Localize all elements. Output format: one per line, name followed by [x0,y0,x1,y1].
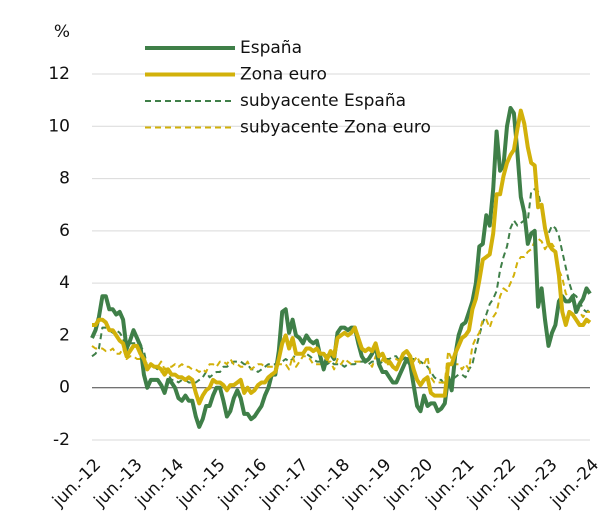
y-tick-label: 0 [59,378,70,398]
legend-label: subyacente España [240,91,406,111]
y-axis-label: % [54,22,70,42]
legend-label: España [240,38,302,58]
y-tick-label: -2 [53,430,70,450]
y-tick-label: 10 [48,116,70,136]
y-tick-label: 2 [59,325,70,345]
y-tick-label: 8 [59,169,70,189]
series-line [90,106,592,429]
y-tick-label: 12 [48,64,70,84]
series-line [92,108,592,406]
legend-label: Zona euro [240,65,327,85]
y-tick-label: 6 [59,221,70,241]
series-line [91,188,591,387]
legend-label: subyacente Zona euro [240,118,431,138]
series-line [91,237,590,384]
y-tick-label: 4 [59,273,70,293]
